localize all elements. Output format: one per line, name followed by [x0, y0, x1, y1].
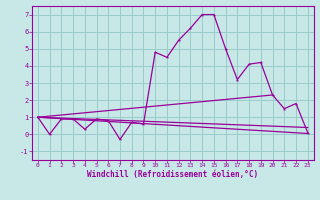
X-axis label: Windchill (Refroidissement éolien,°C): Windchill (Refroidissement éolien,°C): [87, 170, 258, 179]
